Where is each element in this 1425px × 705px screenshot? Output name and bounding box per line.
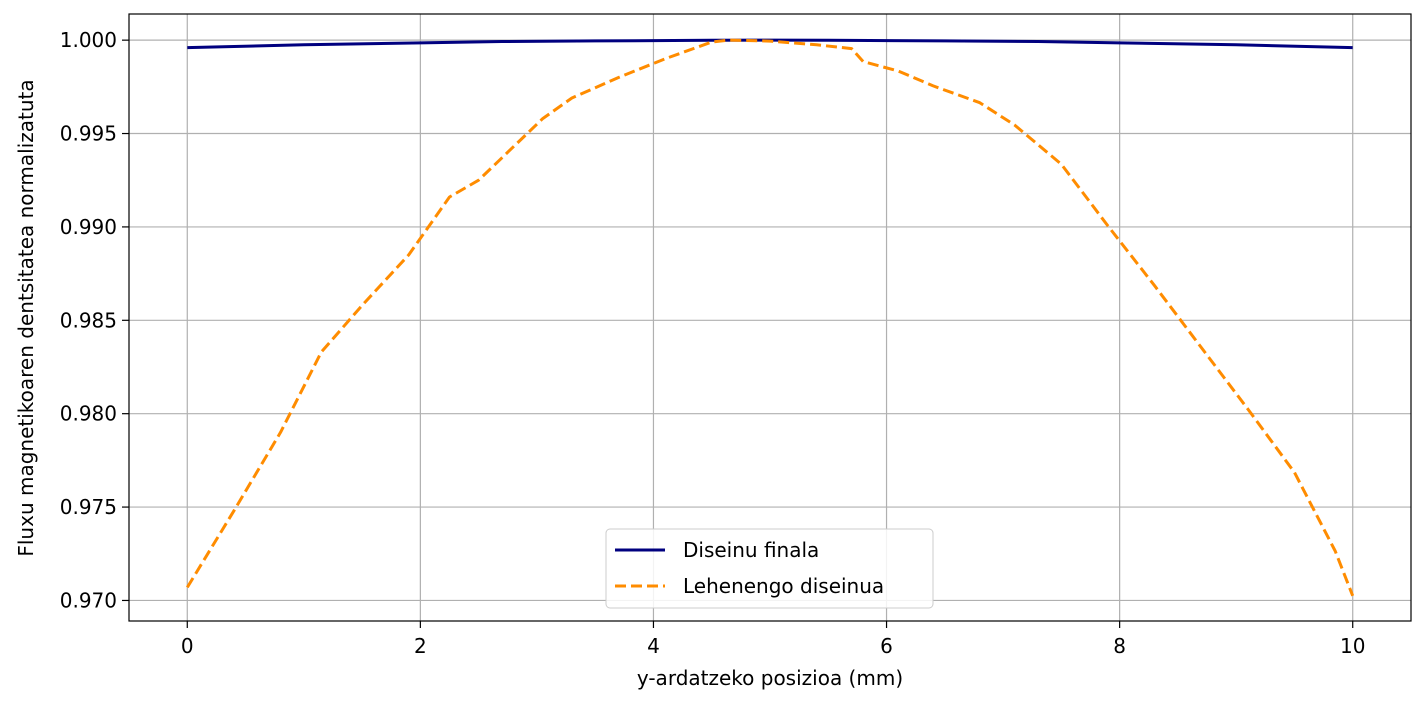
x-tick-label: 6 [880, 634, 893, 658]
legend-box [605, 528, 934, 609]
x-tick-label: 10 [1340, 634, 1365, 658]
grid [129, 14, 1411, 621]
y-tick-label: 0.970 [60, 588, 117, 612]
y-tick-label: 0.980 [60, 402, 117, 426]
series-line-1 [186, 38, 1355, 597]
x-tick-label: 2 [414, 634, 427, 658]
x-tick-label: 0 [181, 634, 194, 658]
y-axis-title: Fluxu magnetikoaren dentsitatea normaliz… [14, 79, 38, 556]
x-tick-label: 4 [647, 634, 660, 658]
x-tick-label: 8 [1113, 634, 1126, 658]
y-tick-label: 0.990 [60, 215, 117, 239]
y-tick-label: 1.000 [60, 28, 117, 52]
legend-label-diseinu-finala: Diseinu finala [683, 538, 819, 562]
y-tick-label: 0.975 [60, 495, 117, 519]
ticks: 0 2 4 6 8 10 0.970 0.975 0.980 0.985 0.990 0.995 1.0… [60, 28, 1366, 658]
plot-frame [128, 13, 1412, 622]
x-axis-title: y-ardatzeko posizioa (mm) [637, 666, 903, 690]
plot-background [129, 14, 1411, 621]
y-tick-label: 0.995 [60, 122, 117, 146]
y-tick-label: 0.985 [60, 308, 117, 332]
legend-label-lehenengo-diseinua: Lehenengo diseinua [683, 574, 884, 598]
legend: Diseinu finala Lehenengo diseinua [605, 528, 934, 609]
series-layer [186, 38, 1355, 597]
